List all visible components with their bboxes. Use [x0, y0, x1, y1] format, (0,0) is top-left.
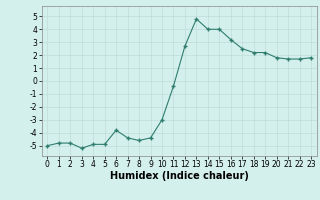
- X-axis label: Humidex (Indice chaleur): Humidex (Indice chaleur): [110, 171, 249, 181]
